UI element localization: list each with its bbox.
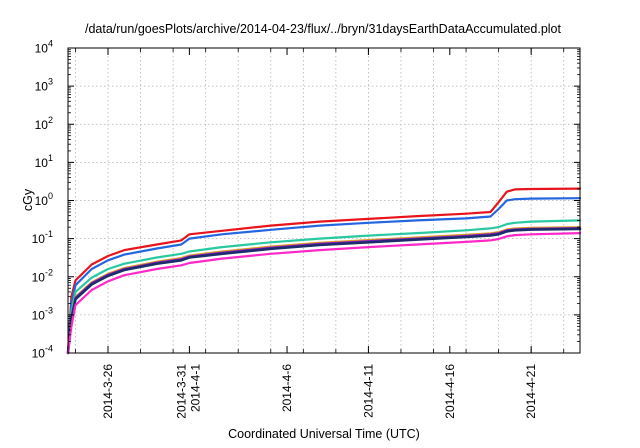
chart-title: /data/run/goesPlots/archive/2014-04-23/f…	[85, 22, 561, 36]
y-tick-label-exponent: 3	[48, 77, 53, 87]
y-tick-label: 101	[35, 153, 53, 170]
y-tick-label-base: 10	[32, 347, 46, 361]
y-tick-label: 102	[35, 115, 53, 132]
y-tick-label-base: 10	[35, 80, 49, 94]
y-tick-label-base: 10	[35, 118, 49, 132]
series-line	[66, 219, 582, 355]
y-tick-label: 100	[35, 191, 53, 208]
ticks	[68, 47, 580, 354]
y-axis-label: cGy	[21, 188, 35, 211]
x-tick-label: 2014-3-26	[101, 364, 115, 419]
x-tick-label: 2014-3-31	[174, 364, 188, 419]
series-line	[66, 187, 582, 355]
x-axis-label: Coordinated Universal Time (UTC)	[228, 427, 420, 441]
x-tick-label: 2014-4-16	[443, 364, 457, 419]
y-tick-label: 10-3	[32, 305, 53, 322]
y-tick-label-base: 10	[35, 156, 49, 170]
y-tick-label-base: 10	[32, 232, 46, 246]
y-tick-label: 103	[35, 77, 53, 94]
x-axis: 2014-3-26 2014-3-31 2014-4-1 2014-4-6 2014-4…	[101, 364, 538, 419]
series-line	[66, 227, 582, 355]
series-line	[66, 197, 582, 355]
y-tick-label: 104	[35, 39, 53, 56]
y-tick-label-exponent: -1	[45, 229, 53, 239]
grid	[68, 48, 580, 353]
y-tick-label-exponent: 1	[48, 153, 53, 163]
plot-area	[66, 187, 582, 355]
y-tick-label-exponent: -4	[45, 344, 53, 354]
x-tick-label: 2014-4-6	[280, 364, 294, 412]
y-tick-label-exponent: 4	[48, 39, 53, 49]
x-tick-label: 2014-4-1	[188, 364, 202, 412]
y-tick-label-base: 10	[32, 270, 46, 284]
x-tick-label: 2014-4-21	[524, 364, 538, 419]
y-tick-label-base: 10	[35, 42, 49, 56]
y-tick-label: 10-1	[32, 229, 53, 246]
y-tick-label: 10-4	[32, 344, 53, 361]
series-line	[66, 232, 582, 355]
y-tick-label-base: 10	[32, 308, 46, 322]
y-tick-label-exponent: 0	[48, 191, 53, 201]
x-tick-label: 2014-4-11	[361, 364, 375, 418]
y-tick-label-exponent: -2	[45, 267, 53, 277]
y-tick-label: 10-2	[32, 267, 53, 284]
y-tick-label-exponent: -3	[45, 305, 53, 315]
y-tick-label-base: 10	[35, 194, 49, 208]
y-tick-label-exponent: 2	[48, 115, 53, 125]
